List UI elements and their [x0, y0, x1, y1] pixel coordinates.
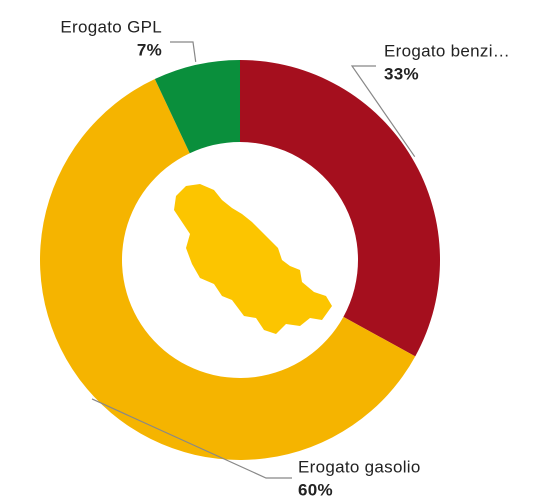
donut-slice [154, 60, 240, 154]
leader-line [91, 398, 292, 479]
slice-value-label: 60% [298, 480, 333, 499]
leader-line [350, 65, 416, 158]
slice-value-label: 33% [384, 64, 419, 83]
leader-line [170, 41, 197, 62]
slice-label: Erogato gasolio [298, 457, 421, 476]
slice-value-label: 7% [137, 40, 162, 59]
donut-slice [240, 60, 440, 357]
region-map-icon [174, 184, 332, 334]
slice-label: Erogato benzi… [384, 41, 510, 60]
donut-slice [39, 79, 416, 460]
slice-label: Erogato GPL [60, 17, 162, 36]
